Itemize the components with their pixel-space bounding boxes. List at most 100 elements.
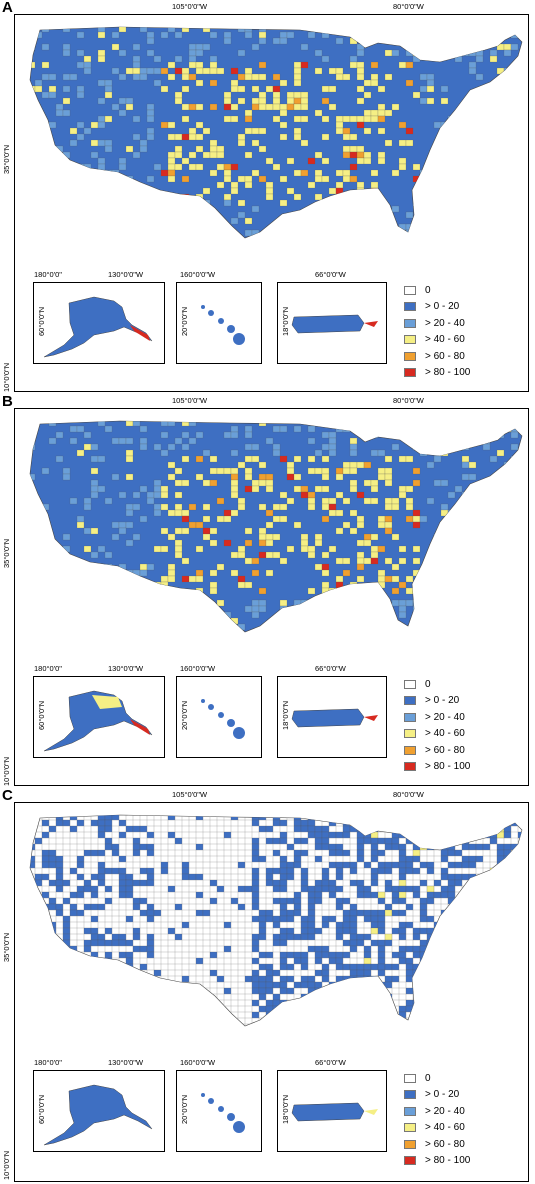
legend-swatch — [404, 318, 416, 328]
legend-label: > 0 - 20 — [425, 1089, 460, 1101]
legend-swatch — [404, 285, 416, 295]
panel-label: A — [2, 0, 13, 16]
legend-item: > 80 - 100 — [404, 759, 470, 776]
legend-label: > 20 - 40 — [425, 711, 465, 723]
lat-tick-10n: 10°0'0"N — [2, 362, 11, 392]
inset-hawaii — [176, 282, 262, 364]
inset-alaska-lon-tick-2: 130°0'0"W — [108, 664, 144, 673]
lat-tick-10n: 10°0'0"N — [2, 756, 11, 786]
legend-item: > 0 - 20 — [404, 1087, 470, 1104]
legend-label: 0 — [425, 1072, 431, 1084]
lat-tick-10n: 10°0'0"N — [2, 1150, 11, 1180]
legend-label: > 40 - 60 — [425, 334, 465, 346]
panel-label: B — [2, 393, 13, 410]
legend-swatch — [404, 679, 416, 689]
map-panel-a: A 105°0'0"W 80°0'0"W 35°0'0"N 10°0'0"N 180°0'… — [0, 0, 535, 394]
legend-item: > 60 - 80 — [404, 1136, 470, 1153]
inset-hawaii-lat-tick: 20°0'0"N — [180, 1094, 189, 1124]
legend-swatch — [404, 302, 416, 312]
legend-swatch — [404, 745, 416, 755]
conus-map — [29, 420, 523, 633]
inset-alaska-lon-tick-2: 130°0'0"W — [108, 270, 144, 279]
legend-swatch — [404, 729, 416, 739]
inset-puerto-rico-lat-tick: 18°0'0"N — [281, 1094, 290, 1124]
inset-alaska — [33, 676, 165, 758]
inset-alaska — [33, 282, 165, 364]
legend-label: > 40 - 60 — [425, 728, 465, 740]
legend-label: > 60 - 80 — [425, 1138, 465, 1150]
inset-puerto-rico-shape — [291, 708, 378, 728]
legend-label: > 80 - 100 — [425, 367, 471, 379]
legend-swatch — [404, 1156, 416, 1166]
lon-tick-105w: 105°0'0"W — [172, 396, 208, 405]
conus-map — [29, 26, 523, 239]
legend-swatch — [404, 712, 416, 722]
inset-alaska-lon-tick: 180°0'0" — [34, 664, 62, 673]
inset-alaska-shape — [43, 1084, 153, 1146]
lon-tick-80w: 80°0'0"W — [393, 396, 424, 405]
lon-tick-105w: 105°0'0"W — [172, 790, 208, 799]
inset-alaska-shape — [43, 296, 153, 358]
legend: 0 > 0 - 20 > 20 - 40 > 40 - 60 > 60 - 80 > 80… — [404, 282, 470, 381]
legend-label: 0 — [425, 284, 431, 296]
legend-item: > 40 - 60 — [404, 726, 470, 743]
inset-alaska-lat-tick: 60°0'0"N — [37, 1094, 46, 1124]
legend: 0 > 0 - 20 > 20 - 40 > 40 - 60 > 60 - 80 > 80… — [404, 1070, 470, 1169]
inset-puerto-rico-lat-tick: 18°0'0"N — [281, 306, 290, 336]
inset-alaska-lat-tick: 60°0'0"N — [37, 306, 46, 336]
legend-item: > 80 - 100 — [404, 365, 470, 382]
legend-item: > 20 - 40 — [404, 709, 470, 726]
inset-puerto-rico — [277, 1070, 387, 1152]
legend-swatch — [404, 351, 416, 361]
legend-label: > 20 - 40 — [425, 1105, 465, 1117]
inset-alaska-lon-tick-2: 130°0'0"W — [108, 1058, 144, 1067]
map-frame — [14, 14, 529, 392]
inset-puerto-rico — [277, 282, 387, 364]
legend-label: 0 — [425, 678, 431, 690]
lon-tick-105w: 105°0'0"W — [172, 2, 208, 11]
legend-swatch — [404, 335, 416, 345]
legend-swatch — [404, 1073, 416, 1083]
legend-item: > 20 - 40 — [404, 315, 470, 332]
inset-hawaii-lon-tick: 160°0'0"W — [180, 270, 216, 279]
inset-hawaii-lat-tick: 20°0'0"N — [180, 306, 189, 336]
legend-item: > 60 - 80 — [404, 348, 470, 365]
conus-map — [29, 814, 523, 1027]
legend-item: > 0 - 20 — [404, 299, 470, 316]
legend-item: 0 — [404, 1070, 470, 1087]
lon-tick-80w: 80°0'0"W — [393, 2, 424, 11]
map-panel-c: C 105°0'0"W 80°0'0"W 35°0'0"N 10°0'0"N 180°0'… — [0, 787, 535, 1184]
inset-puerto-rico — [277, 676, 387, 758]
inset-hawaii — [176, 676, 262, 758]
legend-swatch — [404, 1123, 416, 1133]
legend-swatch — [404, 1106, 416, 1116]
legend-label: > 0 - 20 — [425, 301, 460, 313]
inset-alaska — [33, 1070, 165, 1152]
inset-hawaii-lat-tick: 20°0'0"N — [180, 700, 189, 730]
legend-item: > 20 - 40 — [404, 1103, 470, 1120]
legend-label: > 0 - 20 — [425, 695, 460, 707]
inset-puerto-rico-lon-tick: 66°0'0"W — [315, 664, 346, 673]
legend-label: > 60 - 80 — [425, 744, 465, 756]
legend-label: > 20 - 40 — [425, 317, 465, 329]
inset-puerto-rico-lat-tick: 18°0'0"N — [281, 700, 290, 730]
inset-hawaii — [176, 1070, 262, 1152]
inset-alaska-lat-tick: 60°0'0"N — [37, 700, 46, 730]
map-panel-b: B 105°0'0"W 80°0'0"W 35°0'0"N 10°0'0"N 180°0'… — [0, 393, 535, 788]
inset-hawaii-shape — [201, 699, 245, 739]
legend-swatch — [404, 696, 416, 706]
legend-item: > 80 - 100 — [404, 1153, 470, 1170]
map-frame — [14, 408, 529, 786]
legend-item: > 60 - 80 — [404, 742, 470, 759]
inset-puerto-rico-shape — [291, 1102, 378, 1122]
inset-puerto-rico-lon-tick: 66°0'0"W — [315, 270, 346, 279]
legend-item: > 40 - 60 — [404, 332, 470, 349]
inset-alaska-lon-tick: 180°0'0" — [34, 270, 62, 279]
legend-swatch — [404, 1090, 416, 1100]
legend-label: > 80 - 100 — [425, 1155, 471, 1167]
legend-swatch — [404, 1139, 416, 1149]
legend-item: > 40 - 60 — [404, 1120, 470, 1137]
legend-label: > 60 - 80 — [425, 350, 465, 362]
legend-item: > 0 - 20 — [404, 693, 470, 710]
inset-puerto-rico-lon-tick: 66°0'0"W — [315, 1058, 346, 1067]
